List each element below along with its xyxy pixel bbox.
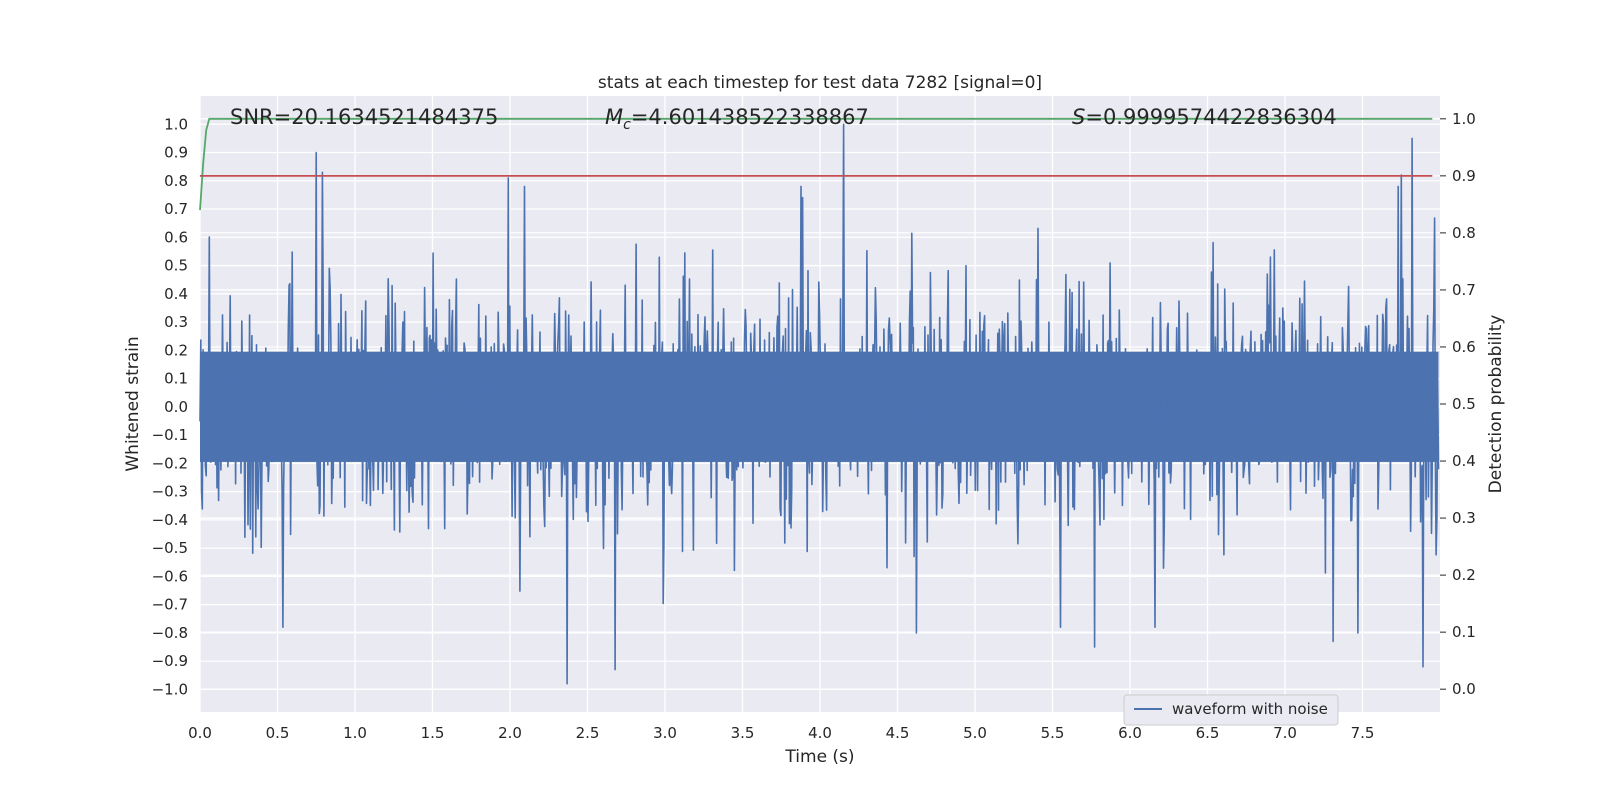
y-tick-label: 1.0 [164, 115, 188, 133]
y-tick-label: 0.5 [164, 257, 188, 275]
x-tick-label: 5.0 [963, 724, 987, 742]
y-tick-label: −0.2 [152, 454, 188, 472]
detection-probability-line [199, 117, 1433, 211]
y-right-tick-label: 0.1 [1452, 623, 1476, 641]
legend-box [1123, 694, 1339, 726]
x-tick-label: 0.5 [266, 724, 290, 742]
y-tick-label: −0.6 [152, 567, 188, 585]
x-axis-label: Time (s) [784, 747, 854, 767]
mc-value: =4.601438522338867 [631, 105, 869, 129]
y-right-tick-label: 0.0 [1452, 680, 1476, 698]
x-axis-ticks: 0.0 0.5 1.0 1.5 2.0 2.5 3.0 3.5 4.0 4.5 5.0 5.5 6.0 6… [188, 724, 1374, 742]
x-tick-label: 2.0 [498, 724, 522, 742]
x-tick-label: 4.0 [808, 724, 832, 742]
y-axis-label: Whitened strain [123, 336, 143, 471]
y-tick-label: −0.3 [152, 483, 188, 501]
x-tick-label: 6.0 [1118, 724, 1142, 742]
y-tick-label: 0.6 [164, 228, 188, 246]
y-right-axis-label: Detection probability [1486, 315, 1506, 494]
y-tick-label: −0.8 [152, 624, 188, 642]
y-right-tick-label: 0.9 [1452, 167, 1476, 185]
s-symbol: S [1072, 105, 1085, 129]
x-tick-label: 4.5 [886, 724, 910, 742]
y-right-tick-label: 0.6 [1452, 338, 1476, 356]
legend: waveform with noise [1123, 694, 1339, 726]
y-right-tick-label: 0.8 [1452, 224, 1476, 242]
y-tick-label: 0.0 [164, 398, 188, 416]
mc-symbol: M [605, 105, 623, 129]
x-tick-label: 5.5 [1041, 724, 1065, 742]
chirp-mass-annotation: Mc=4.601438522338867 [605, 105, 869, 133]
x-tick-label: 1.5 [421, 724, 445, 742]
y-tick-label: −0.7 [152, 596, 188, 614]
y-tick-label: 0.3 [164, 313, 188, 331]
y-right-axis-ticks: 1.0 0.9 0.8 0.7 0.6 0.5 0.4 0.3 0.2 0.1 0.0 [1440, 110, 1476, 698]
legend-label-waveform: waveform with noise [1172, 700, 1328, 718]
y-right-tick-label: 0.5 [1452, 395, 1476, 413]
waveform-series [199, 123, 1440, 685]
y-tick-label: −0.4 [152, 511, 188, 529]
y-tick-label: −0.9 [152, 652, 188, 670]
waveform-line [199, 123, 1440, 685]
probability-series [199, 117, 1433, 211]
s-value: =0.9999574422836304 [1085, 105, 1336, 129]
y-tick-label: −0.5 [152, 539, 188, 557]
chart-title: stats at each timestep for test data 728… [598, 73, 1042, 93]
snr-annotation: SNR=20.1634521484375 [230, 105, 498, 129]
y-tick-label: 0.2 [164, 341, 188, 359]
y-tick-label: −0.1 [152, 426, 188, 444]
y-tick-label: 0.9 [164, 144, 188, 162]
y-right-tick-label: 0.3 [1452, 509, 1476, 527]
mc-subscript: c [623, 117, 631, 133]
significance-annotation: S=0.9999574422836304 [1072, 105, 1337, 129]
y-axis-ticks: 1.0 0.9 0.8 0.7 0.6 0.5 0.4 0.3 0.2 0.1 0.0 −0.1 −0.… [152, 115, 188, 698]
x-tick-label: 7.5 [1351, 724, 1375, 742]
x-tick-label: 3.0 [653, 724, 677, 742]
y-tick-label: 0.7 [164, 200, 188, 218]
x-tick-label: 0.0 [188, 724, 212, 742]
x-tick-label: 3.5 [731, 724, 755, 742]
x-tick-label: 2.5 [576, 724, 600, 742]
y-tick-label: 0.8 [164, 172, 188, 190]
y-right-tick-label: 1.0 [1452, 110, 1476, 128]
y-right-tick-label: 0.2 [1452, 566, 1476, 584]
x-tick-label: 1.0 [343, 724, 367, 742]
y-tick-label: −1.0 [152, 680, 188, 698]
x-tick-label: 7.0 [1273, 724, 1297, 742]
y-right-tick-label: 0.4 [1452, 452, 1476, 470]
y-right-tick-label: 0.7 [1452, 281, 1476, 299]
x-tick-label: 6.5 [1196, 724, 1220, 742]
y-tick-label: 0.4 [164, 285, 188, 303]
y-tick-label: 0.1 [164, 370, 188, 388]
